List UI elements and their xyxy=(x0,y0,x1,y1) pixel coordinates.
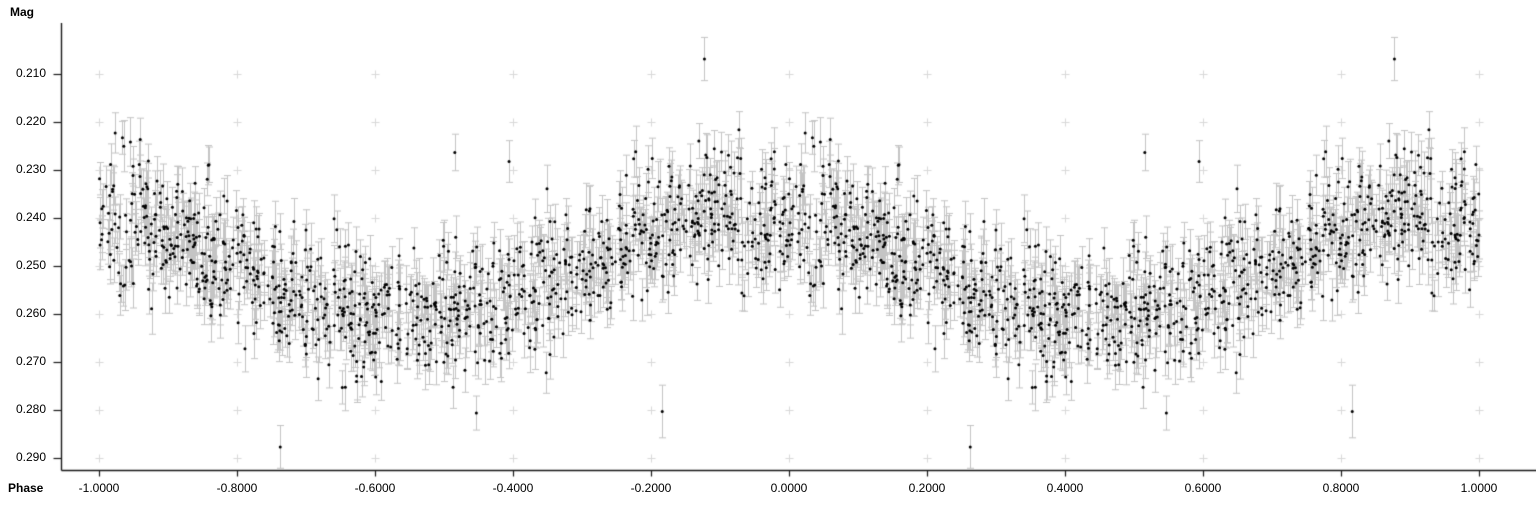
y-axis-title: Mag xyxy=(10,5,34,19)
x-tick-label: 0.0000 xyxy=(770,481,808,495)
x-tick-label: -0.6000 xyxy=(354,481,396,495)
y-tick-label: 0.240 xyxy=(15,209,46,224)
x-tick-label: -0.2000 xyxy=(630,481,672,495)
x-tick-label: 0.6000 xyxy=(1184,481,1222,495)
y-tick-label: 0.230 xyxy=(15,161,46,176)
x-axis-title: Phase xyxy=(8,481,44,495)
x-tick-label: -0.8000 xyxy=(216,481,258,495)
y-tick-label: 0.220 xyxy=(15,113,46,128)
x-tick-label: 0.8000 xyxy=(1322,481,1360,495)
x-tick-label: -1.0000 xyxy=(78,481,120,495)
x-tick-label: 1.0000 xyxy=(1460,481,1498,495)
y-tick-label: 0.210 xyxy=(15,65,46,80)
x-tick-label: 0.4000 xyxy=(1046,481,1084,495)
y-tick-label: 0.250 xyxy=(15,257,46,272)
y-tick-label: 0.270 xyxy=(15,353,46,368)
y-tick-label: 0.280 xyxy=(15,401,46,416)
x-tick-label: -0.4000 xyxy=(492,481,534,495)
y-tick-label: 0.290 xyxy=(15,449,46,464)
y-tick-label: 0.260 xyxy=(15,305,46,320)
x-tick-label: 0.2000 xyxy=(908,481,946,495)
